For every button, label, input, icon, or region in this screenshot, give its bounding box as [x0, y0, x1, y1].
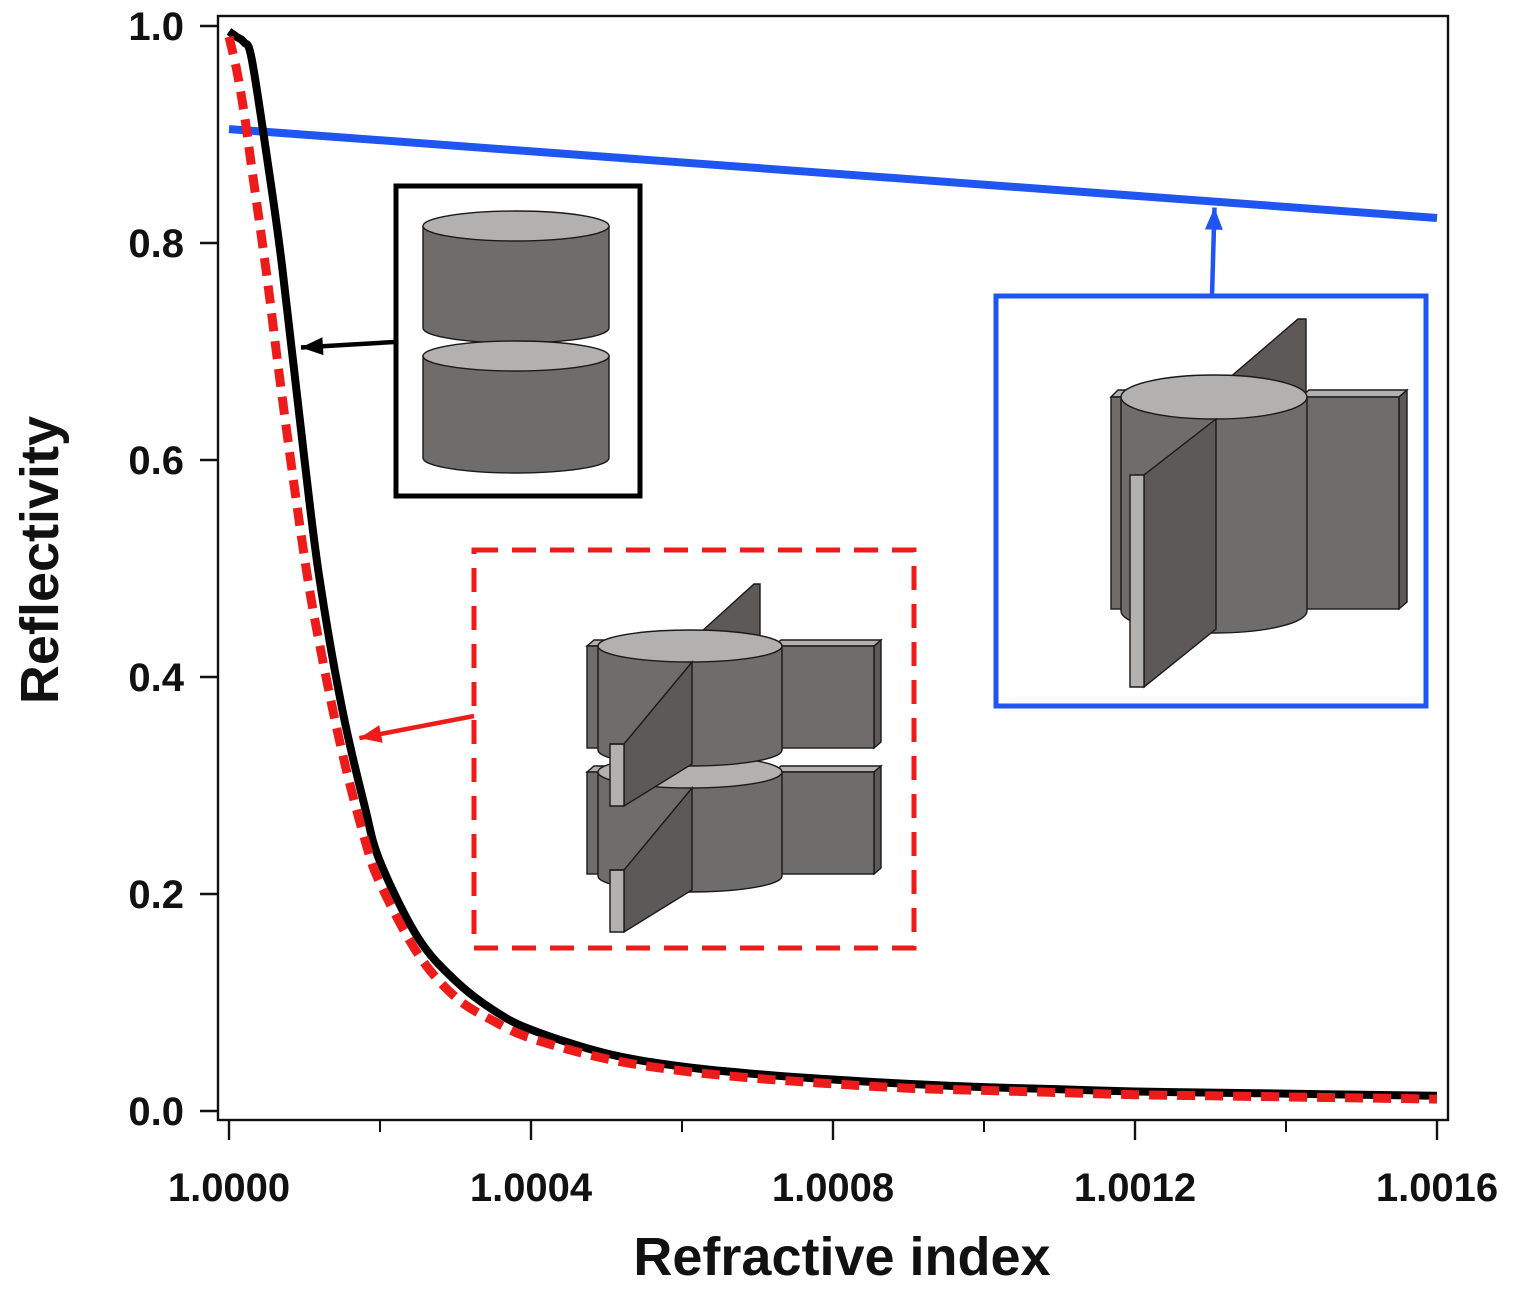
arrow-stacked-cylinders-head — [300, 337, 324, 356]
series-line-2 — [228, 125, 1438, 222]
x-tick-label: 1.0000 — [168, 1166, 290, 1210]
arrow-single-finned-head — [1204, 207, 1223, 230]
arrow-stacked-finned-head — [359, 725, 383, 743]
y-tick-label: 0.4 — [128, 656, 184, 700]
inset-stacked-cylinders — [393, 183, 643, 499]
y-tick-label: 0.6 — [128, 439, 184, 483]
x-axis: 1.0000 1.0004 1.0008 1.0012 1.0016 — [168, 1120, 1498, 1210]
x-tick-label: 1.0012 — [1074, 1166, 1196, 1210]
y-tick-label: 0.0 — [128, 1090, 184, 1134]
inset-stacked-finned-cylinders — [471, 547, 917, 951]
arrow-layer — [300, 207, 1223, 743]
y-tick-label: 0.2 — [128, 873, 184, 917]
series-line-1 — [224, 35, 1438, 1104]
cylinder-icon-upper — [422, 210, 610, 344]
cylinder-icon-lower — [422, 340, 610, 474]
y-tick-label: 1.0 — [128, 5, 184, 49]
y-axis: 0.0 0.2 0.4 0.6 0.8 1.0 — [128, 5, 218, 1134]
y-tick-label: 0.8 — [128, 222, 184, 266]
series-layer — [224, 28, 1438, 1104]
inset-single-finned-cylinder — [993, 293, 1429, 709]
x-tick-label: 1.0004 — [470, 1166, 593, 1210]
x-tick-label: 1.0016 — [1376, 1166, 1498, 1210]
x-tick-label: 1.0008 — [772, 1166, 894, 1210]
y-axis-title: Reflectivity — [10, 416, 70, 704]
x-axis-title: Refractive index — [633, 1227, 1050, 1287]
